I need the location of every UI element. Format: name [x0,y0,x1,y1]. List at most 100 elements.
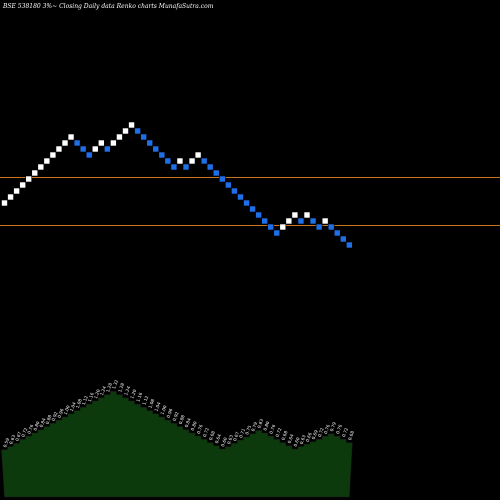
volume-label: 0.76 [323,424,332,435]
renko-brick-down [152,145,160,153]
renko-brick-up [285,217,293,225]
renko-brick-up [321,217,329,225]
volume-label: 0.68 [208,430,217,441]
renko-brick-up [37,163,45,171]
volume-label: 0.76 [335,424,344,435]
renko-brick-up [91,145,99,153]
renko-brick-down [309,217,317,225]
renko-brick-up [49,151,57,159]
volume-label: 0.63 [8,434,17,445]
volume-label: 0.96 [166,408,175,419]
renko-brick-up [194,151,202,159]
volume-label: 0.83 [256,418,265,429]
volume-label: 1.16 [135,392,144,403]
renko-brick-down [267,223,275,231]
renko-brick-down [237,193,244,201]
volume-label: 1.16 [87,392,96,403]
renko-brick-up [110,139,117,147]
volume-label: 0.60 [220,436,229,447]
renko-brick-up [1,199,8,207]
renko-brick-down [182,163,190,171]
volume-label: 1.08 [147,398,156,409]
renko-brick-up [61,139,69,147]
volume-label: 1.04 [69,401,78,412]
renko-brick-down [327,223,335,231]
volume-label: 0.63 [226,434,235,445]
volume-label: 0.67 [14,431,23,442]
renko-brick-down [261,217,268,225]
volume-label: 0.72 [341,427,350,438]
renko-brick-up [55,145,63,153]
volume-label: 0.76 [26,424,35,435]
renko-brick-down [134,127,141,135]
volume-label: 0.92 [51,411,60,422]
renko-brick-down [140,133,147,141]
volume-label: 1.28 [117,382,126,393]
volume-label: 1.20 [129,388,138,399]
volume-label: 1.24 [99,385,108,396]
renko-brick-down [339,235,347,243]
volume-label: 0.72 [317,427,326,438]
renko-brick-up [291,211,299,219]
volume-label: 0.80 [190,420,199,431]
renko-brick-down [297,217,305,225]
renko-brick-down [255,211,262,219]
volume-label: 1.12 [141,395,150,406]
volume-labels: 0.590.630.670.720.760.800.840.880.920.96… [2,379,356,449]
renko-brick-up [128,121,135,129]
volume-label: 0.60 [293,436,302,447]
renko-brick-down [73,139,81,147]
volume-label: 0.68 [281,430,290,441]
renko-brick-down [212,169,220,177]
chart-title: BSE 538180 3%~ Closing Daily data Renko … [2,3,214,10]
renko-brick-down [243,199,250,207]
renko-brick-down [231,187,238,195]
renko-brick-up [43,157,51,165]
volume-label: 0.59 [2,437,11,448]
renko-brick-up [98,139,105,147]
renko-brick-down [170,163,178,171]
renko-brick-down [273,229,281,237]
volume-label: 1.00 [63,404,72,415]
renko-brick-down [346,241,353,249]
renko-brick-up [122,127,129,135]
volume-area-shape [1,391,353,498]
volume-label: 0.80 [262,420,271,431]
renko-brick-down [200,157,208,165]
volume-label: 1.00 [160,404,169,415]
renko-brick-down [158,151,166,159]
renko-brick-down [164,157,172,165]
renko-brick-down [104,145,111,153]
renko-brick-up [67,133,75,141]
renko-brick-down [249,205,256,213]
volume-label: 1.08 [75,398,84,409]
renko-brick-down [225,181,232,189]
volume-label: 1.12 [81,395,90,406]
renko-brick-down [79,145,87,153]
renko-brick-down [206,163,214,171]
volume-label: 1.20 [93,388,102,399]
renko-bricks [1,121,353,249]
renko-brick-up [31,169,39,177]
renko-brick-down [85,151,93,159]
renko-brick-up [19,181,26,189]
volume-label: 0.76 [268,424,277,435]
volume-label: 0.72 [274,427,283,438]
volume-label: 0.92 [172,411,181,422]
volume-label: 0.69 [311,429,320,440]
volume-label: 0.71 [238,428,247,439]
renko-brick-down [146,139,153,147]
renko-brick-up [188,157,196,165]
renko-brick-down [219,175,226,183]
volume-label: 0.67 [232,431,241,442]
volume-label: 1.24 [123,385,132,396]
volume-label: 0.96 [57,408,66,419]
volume-label: 1.28 [105,382,114,393]
volume-label: 0.75 [244,424,253,435]
renko-brick-up [176,157,184,165]
renko-brick-up [25,175,33,183]
volume-label: 1.04 [153,401,162,412]
volume-label: 0.79 [329,421,338,432]
volume-label: 0.72 [20,427,29,438]
